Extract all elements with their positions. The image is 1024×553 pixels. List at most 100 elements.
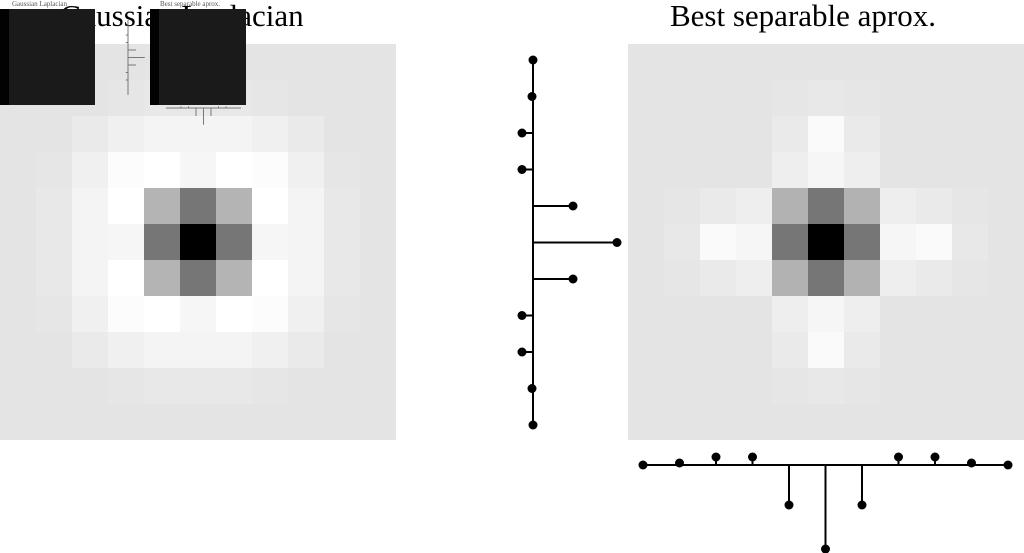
thumb-cell — [0, 27, 10, 37]
kernel-cell — [880, 152, 917, 189]
kernel-cell — [144, 152, 181, 189]
horizontal-stem-marker — [638, 460, 648, 470]
vertical-stem-marker — [568, 201, 578, 211]
kernel-cell — [988, 116, 1024, 153]
kernel-cell — [736, 80, 773, 117]
kernel-cell — [664, 332, 701, 369]
kernel-cell — [880, 368, 917, 405]
kernel-cell — [772, 296, 809, 333]
kernel-cell — [808, 224, 845, 261]
kernel-cell — [108, 152, 145, 189]
kernel-cell — [628, 260, 665, 297]
kernel-cell — [288, 80, 325, 117]
kernel-cell — [952, 332, 989, 369]
kernel-cell — [772, 80, 809, 117]
kernel-cell — [288, 368, 325, 405]
kernel-cell — [880, 224, 917, 261]
kernel-cell — [916, 116, 953, 153]
kernel-cell — [36, 224, 73, 261]
kernel-cell — [844, 368, 881, 405]
kernel-cell — [360, 188, 396, 225]
kernel-cell — [180, 368, 217, 405]
thumb-cell — [0, 91, 10, 101]
thumb-cell — [0, 9, 10, 19]
thumbnail-caption-right: Best separable aprox. — [160, 0, 221, 8]
kernel-cell — [664, 116, 701, 153]
kernel-cell — [252, 368, 289, 405]
kernel-cell — [36, 116, 73, 153]
thumb-cell — [150, 54, 160, 65]
kernel-cell — [628, 332, 665, 369]
kernel-cell — [988, 332, 1024, 369]
thumb-cell — [150, 64, 160, 74]
kernel-cell — [360, 260, 396, 297]
kernel-cell — [808, 404, 845, 440]
kernel-cell — [952, 80, 989, 117]
kernel-cell — [700, 188, 737, 225]
kernel-cell — [72, 224, 109, 261]
kernel-cell — [288, 224, 325, 261]
kernel-cell — [664, 296, 701, 333]
kernel-cell — [952, 260, 989, 297]
kernel-cell — [700, 80, 737, 117]
kernel-cell — [952, 296, 989, 333]
kernel-cell — [108, 368, 145, 405]
kernel-cell — [808, 188, 845, 225]
separable-approx-title: Best separable aprox. — [670, 0, 936, 33]
kernel-cell — [988, 368, 1024, 405]
kernel-cell — [700, 44, 737, 81]
kernel-cell — [988, 224, 1024, 261]
kernel-cell — [144, 404, 181, 440]
kernel-cell — [108, 116, 145, 153]
kernel-cell — [736, 224, 773, 261]
kernel-cell — [288, 260, 325, 297]
kernel-cell — [772, 152, 809, 189]
kernel-cell — [72, 152, 109, 189]
kernel-cell — [288, 404, 325, 440]
kernel-cell — [36, 188, 73, 225]
kernel-cell — [988, 296, 1024, 333]
thumb-cell — [150, 45, 160, 55]
kernel-cell — [628, 296, 665, 333]
kernel-cell — [180, 296, 217, 333]
kernel-cell — [952, 368, 989, 405]
thumb-cell — [0, 54, 10, 65]
kernel-cell — [664, 260, 701, 297]
vertical-stem-marker — [528, 55, 538, 65]
kernel-cell — [288, 152, 325, 189]
kernel-cell — [108, 80, 145, 117]
kernel-cell — [988, 188, 1024, 225]
horizontal-stem-marker — [1003, 460, 1013, 470]
kernel-cell — [36, 152, 73, 189]
kernel-cell — [952, 188, 989, 225]
vertical-stem-marker — [517, 347, 527, 357]
kernel-cell — [252, 188, 289, 225]
kernel-cell — [288, 44, 325, 81]
kernel-cell — [736, 152, 773, 189]
kernel-cell — [288, 116, 325, 153]
kernel-cell — [700, 296, 737, 333]
thumb-cell — [150, 9, 160, 19]
kernel-cell — [108, 188, 145, 225]
kernel-cell — [628, 404, 665, 440]
kernel-cell — [808, 152, 845, 189]
kernel-cell — [324, 224, 361, 261]
vertical-stem-marker — [568, 274, 578, 284]
kernel-cell — [952, 116, 989, 153]
kernel-cell — [144, 368, 181, 405]
thumb-cell — [150, 91, 160, 101]
thumb-cell — [150, 73, 160, 83]
kernel-cell — [360, 44, 396, 81]
kernel-cell — [324, 368, 361, 405]
kernel-cell — [988, 152, 1024, 189]
kernel-cell — [72, 296, 109, 333]
kernel-cell — [988, 260, 1024, 297]
kernel-cell — [772, 224, 809, 261]
kernel-cell — [72, 260, 109, 297]
kernel-cell — [0, 260, 37, 297]
thumb-cell — [150, 36, 160, 46]
kernel-cell — [664, 224, 701, 261]
kernel-cell — [772, 188, 809, 225]
kernel-cell — [664, 368, 701, 405]
